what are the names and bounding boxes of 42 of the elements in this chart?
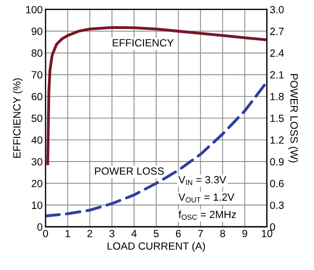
x-tick-label: 5 <box>154 230 159 238</box>
annotation: V$_{IN}$ = 3.3V <box>178 176 226 185</box>
y-tick-label: 70 <box>32 71 42 79</box>
y-axis-title: EFFICIENCY (%) <box>12 78 23 158</box>
y2-tick-label: 2.4 <box>270 49 284 57</box>
y-tick-label: 50 <box>32 114 42 122</box>
x-tick-label: 6 <box>176 230 181 238</box>
x-tick-label: 1 <box>66 230 70 238</box>
y2-tick-label: 2.1 <box>270 71 284 78</box>
x-tick-label: 3 <box>109 230 114 238</box>
y2-tick-label: 0 <box>270 223 276 231</box>
y2-tick-label: 2.7 <box>270 28 284 35</box>
y-tick-label: 0 <box>37 223 42 231</box>
y2-tick-label: 0.6 <box>270 180 284 188</box>
y2-tick-label: 0.9 <box>270 158 284 166</box>
annotation: V$_{OUT}$ = 1.2V <box>178 193 234 202</box>
y-tick-label: 10 <box>32 202 42 209</box>
y-tick-label: 60 <box>32 92 42 100</box>
annotation: EFFICIENCY <box>112 39 174 47</box>
y-tick-label: 20 <box>32 180 42 188</box>
annotation: f$_{OSC}$ = 2MHz <box>178 210 236 220</box>
y2-tick-label: 1.8 <box>270 92 284 100</box>
y-tick-label: 80 <box>32 49 42 57</box>
line-series <box>46 26 267 166</box>
x-tick-label: 10 <box>262 230 272 238</box>
x-tick-label: 8 <box>220 230 226 238</box>
y-tick-label: 40 <box>31 136 42 144</box>
x-axis-title: LOAD CURRENT (A) <box>108 242 205 252</box>
y2-axis-title: POWER LOSS (W) <box>288 74 298 162</box>
x-tick-label: 4 <box>131 230 137 238</box>
x-tick-label: 0 <box>43 230 48 238</box>
y2-tick-label: 3.0 <box>270 6 284 14</box>
x-tick-label: 2 <box>87 230 92 238</box>
y-tick-label: 30 <box>32 158 42 166</box>
y2-tick-label: 1.2 <box>270 136 284 144</box>
y2-tick-label: 1.5 <box>270 114 284 122</box>
y2-tick-label: 0.3 <box>270 202 284 209</box>
y-tick-label: 90 <box>32 28 42 36</box>
x-tick-label: 9 <box>242 230 248 238</box>
annotation: POWER LOSS <box>95 167 164 175</box>
y-tick-label: 100 <box>26 6 42 14</box>
x-tick-label: 7 <box>198 230 203 238</box>
